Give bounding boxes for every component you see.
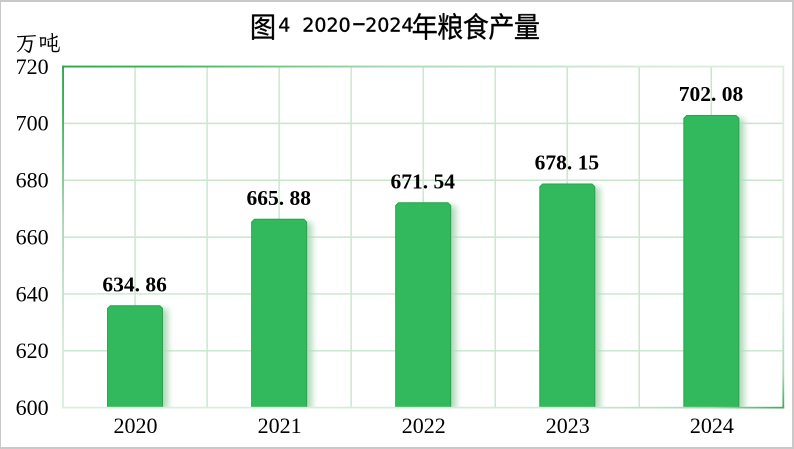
svg-text:620: 620 [16, 338, 49, 363]
svg-text:600: 600 [16, 395, 49, 420]
svg-text:634. 86: 634. 86 [102, 272, 167, 296]
svg-text:2021: 2021 [258, 413, 302, 438]
svg-text:2020: 2020 [114, 413, 158, 438]
svg-text:660: 660 [16, 224, 49, 249]
svg-text:702. 08: 702. 08 [679, 82, 744, 106]
svg-text:640: 640 [16, 281, 49, 306]
svg-text:671. 54: 671. 54 [391, 169, 456, 193]
svg-text:2023: 2023 [546, 413, 590, 438]
svg-text:2024: 2024 [690, 413, 734, 438]
svg-text:700: 700 [16, 111, 49, 136]
svg-text:720: 720 [16, 54, 49, 79]
svg-text:678. 15: 678. 15 [535, 151, 600, 175]
svg-text:2022: 2022 [402, 413, 446, 438]
svg-text:680: 680 [16, 168, 49, 193]
svg-text:665. 88: 665. 88 [247, 186, 312, 210]
